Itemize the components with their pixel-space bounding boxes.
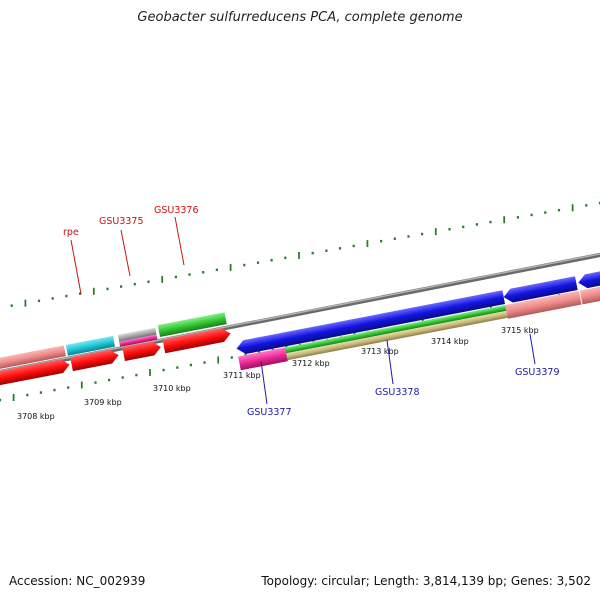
callout-gsu3377 (260, 360, 268, 405)
gene-red-gsu3375 (122, 341, 161, 362)
gene-label-gsu3378: GSU3378 (375, 387, 420, 398)
gene-salmon-far-right (579, 279, 600, 305)
gene-red-rpe (70, 349, 119, 372)
gene-blue-right (503, 276, 578, 303)
gene-label-gsu3377: GSU3377 (247, 407, 292, 418)
gene-red-left (0, 359, 70, 390)
gene-green-gsu3376 (157, 312, 227, 337)
gene-label-rpe: rpe (63, 227, 79, 238)
map-title: Geobacter sulfurreducens PCA, complete g… (137, 10, 463, 25)
gene-red-gsu3376 (162, 328, 231, 354)
gene-label-gsu3376: GSU3376 (154, 205, 199, 216)
gene-magenta-gsu3377 (238, 347, 288, 371)
gene-green-gsu3378 (285, 304, 507, 354)
callout-rpe (70, 239, 82, 295)
gene-blue-short (236, 332, 286, 355)
tick-label-3714: 3714 kbp (431, 337, 469, 346)
gene-salmon-gsu3379 (505, 290, 582, 319)
tick-label-3708: 3708 kbp (17, 412, 55, 421)
gene-gray-gsu3375 (117, 327, 157, 342)
tick-label-3710: 3710 kbp (153, 384, 191, 393)
tick-label-3711: 3711 kbp (223, 371, 261, 380)
tick-label-3713: 3713 kbp (361, 347, 399, 356)
genome-summary-text: Topology: circular; Length: 3,814,139 bp… (261, 574, 591, 588)
tick-label-3715: 3715 kbp (501, 326, 539, 335)
gene-khaki-gsu3378 (286, 310, 508, 361)
gene-track (0, 264, 600, 390)
callout-gsu3376 (174, 216, 185, 266)
callout-gsu3378 (386, 339, 394, 385)
accession-text: Accession: NC_002939 (9, 574, 146, 588)
callout-gsu3375 (120, 229, 131, 277)
tick-label-3712: 3712 kbp (292, 359, 330, 368)
outer-tick-ring (10, 201, 600, 307)
tick-label-3709: 3709 kbp (84, 398, 122, 407)
gene-labels: rpe GSU3375 GSU3376 GSU3377 GSU3378 GSU3… (63, 205, 560, 418)
gene-label-gsu3379: GSU3379 (515, 367, 560, 378)
gene-blue-gsu3378 (281, 290, 506, 347)
callout-gsu3379 (529, 333, 536, 365)
gene-cyan-rpe (65, 335, 116, 356)
gene-callouts (70, 216, 536, 405)
scale-labels: 3708 kbp 3709 kbp 3710 kbp 3711 kbp 3712… (17, 326, 539, 421)
gene-label-gsu3375: GSU3375 (99, 216, 144, 227)
gene-salmon-left (0, 345, 66, 374)
gene-blue-far-right (578, 264, 600, 289)
gene-magenta-gsu3375 (119, 334, 158, 347)
